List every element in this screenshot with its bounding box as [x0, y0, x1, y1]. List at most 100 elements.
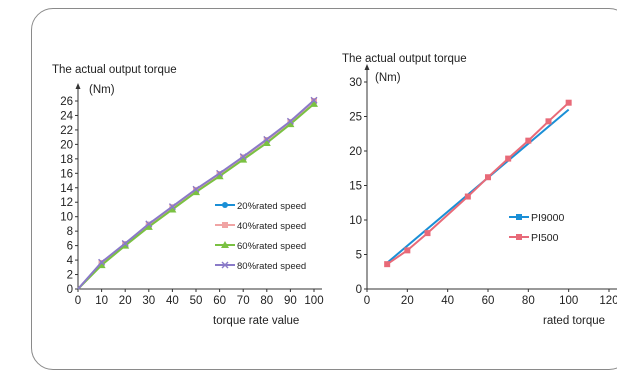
- x-tick-label: 80: [260, 295, 273, 307]
- data-point: [525, 137, 532, 144]
- y-tick-label: 10: [60, 212, 73, 224]
- data-point: [215, 172, 224, 180]
- x-tick-label: 80: [522, 295, 535, 307]
- y-tick-label: 30: [349, 77, 362, 89]
- series-PI500: [384, 99, 572, 268]
- data-point: [262, 138, 271, 146]
- x-tick-label: 100: [304, 295, 323, 307]
- data-point: [145, 220, 153, 228]
- data-point: [121, 239, 129, 247]
- data-point-b: [310, 96, 318, 104]
- x-tick-label: 60: [482, 295, 495, 307]
- right-chart-xlabel: rated torque: [543, 315, 605, 327]
- data-point-b: [168, 203, 176, 211]
- x-tick-label: 30: [142, 295, 155, 307]
- x-tick-label: 60: [213, 295, 226, 307]
- right-chart-title: The actual output torque: [342, 53, 467, 65]
- data-point: [239, 153, 247, 161]
- series-60%rated speed: [77, 99, 318, 290]
- x-tick-label: 10: [95, 295, 108, 307]
- legend-marker: [221, 241, 229, 248]
- panel-frame: [31, 8, 617, 370]
- x-tick-label: 40: [166, 295, 179, 307]
- legend-label: PI9000: [531, 212, 564, 224]
- data-point: [168, 205, 177, 213]
- legend-marker: [222, 202, 228, 208]
- x-tick-label: 100: [559, 295, 578, 307]
- y-tick-label: 12: [60, 197, 73, 209]
- y-tick-label: 18: [60, 154, 73, 166]
- y-tick-label: 10: [349, 215, 362, 227]
- data-point: [424, 230, 431, 237]
- data-point: [404, 247, 411, 254]
- y-tick-label: 20: [60, 139, 73, 151]
- y-tick-label: 0: [67, 284, 73, 296]
- data-point-b: [98, 258, 106, 266]
- data-point: [97, 261, 106, 269]
- data-point: [310, 99, 318, 107]
- x-tick-label: 20: [401, 295, 414, 307]
- x-tick-label: 90: [284, 295, 297, 307]
- data-point-b: [239, 153, 247, 161]
- y-tick-label: 20: [349, 146, 362, 158]
- x-tick-label: 120: [599, 295, 617, 307]
- legend-label: 60%rated speed: [237, 241, 306, 252]
- data-point-b: [216, 169, 224, 177]
- x-tick-label: 0: [364, 295, 370, 307]
- y-tick-label: 4: [67, 255, 74, 267]
- y-tick-label: 0: [356, 284, 362, 296]
- data-point-b: [263, 135, 271, 143]
- data-point: [121, 241, 130, 249]
- data-point: [545, 118, 552, 125]
- y-tick-label: 2: [67, 270, 73, 282]
- y-tick-label: 8: [67, 226, 73, 238]
- legend-label: 80%rated speed: [237, 261, 306, 272]
- data-point: [485, 174, 491, 181]
- data-point-b: [192, 185, 200, 193]
- data-point: [192, 188, 200, 196]
- x-tick-label: 40: [441, 295, 454, 307]
- legend-label: 20%rated speed: [237, 201, 306, 212]
- legend-marker-b: [221, 261, 229, 269]
- data-point: [565, 99, 572, 106]
- legend-marker: [222, 222, 228, 228]
- x-tick-label: 0: [75, 295, 81, 307]
- data-point: [286, 117, 294, 125]
- data-point: [239, 155, 248, 163]
- y-axis-arrow: [75, 83, 81, 89]
- data-point: [168, 203, 176, 211]
- y-tick-label: 14: [60, 183, 73, 195]
- data-point: [464, 193, 471, 200]
- y-tick-label: 22: [60, 125, 73, 137]
- legend-label: PI500: [531, 232, 559, 244]
- y-tick-label: 25: [349, 112, 362, 124]
- x-tick-label: 50: [190, 295, 203, 307]
- data-point: [216, 169, 224, 177]
- right-chart: The actual output torque (Nm) rated torq…: [342, 53, 617, 327]
- data-point-b: [121, 239, 129, 247]
- legend-marker: [516, 234, 522, 240]
- left-chart-xlabel: torque rate value: [213, 315, 299, 327]
- y-tick-label: 6: [67, 241, 73, 253]
- data-point: [144, 222, 153, 230]
- data-point: [98, 258, 106, 266]
- series-80%rated speed: [77, 96, 318, 290]
- legend-label: 40%rated speed: [237, 221, 306, 232]
- data-point: [263, 135, 271, 143]
- y-tick-label: 15: [349, 181, 362, 193]
- data-point: [310, 96, 318, 104]
- legend-marker: [516, 214, 522, 220]
- data-point: [192, 185, 200, 193]
- right-chart-ylabel: (Nm): [375, 72, 401, 84]
- y-tick-label: 16: [60, 168, 73, 180]
- y-tick-label: 24: [60, 110, 73, 122]
- x-tick-label: 70: [237, 295, 250, 307]
- data-point: [384, 261, 391, 268]
- left-chart-ylabel: (Nm): [89, 84, 115, 96]
- data-point-b: [286, 117, 294, 125]
- y-tick-label: 5: [356, 250, 362, 262]
- data-point: [286, 120, 295, 128]
- x-tick-label: 20: [119, 295, 132, 307]
- legend-marker: [221, 261, 229, 269]
